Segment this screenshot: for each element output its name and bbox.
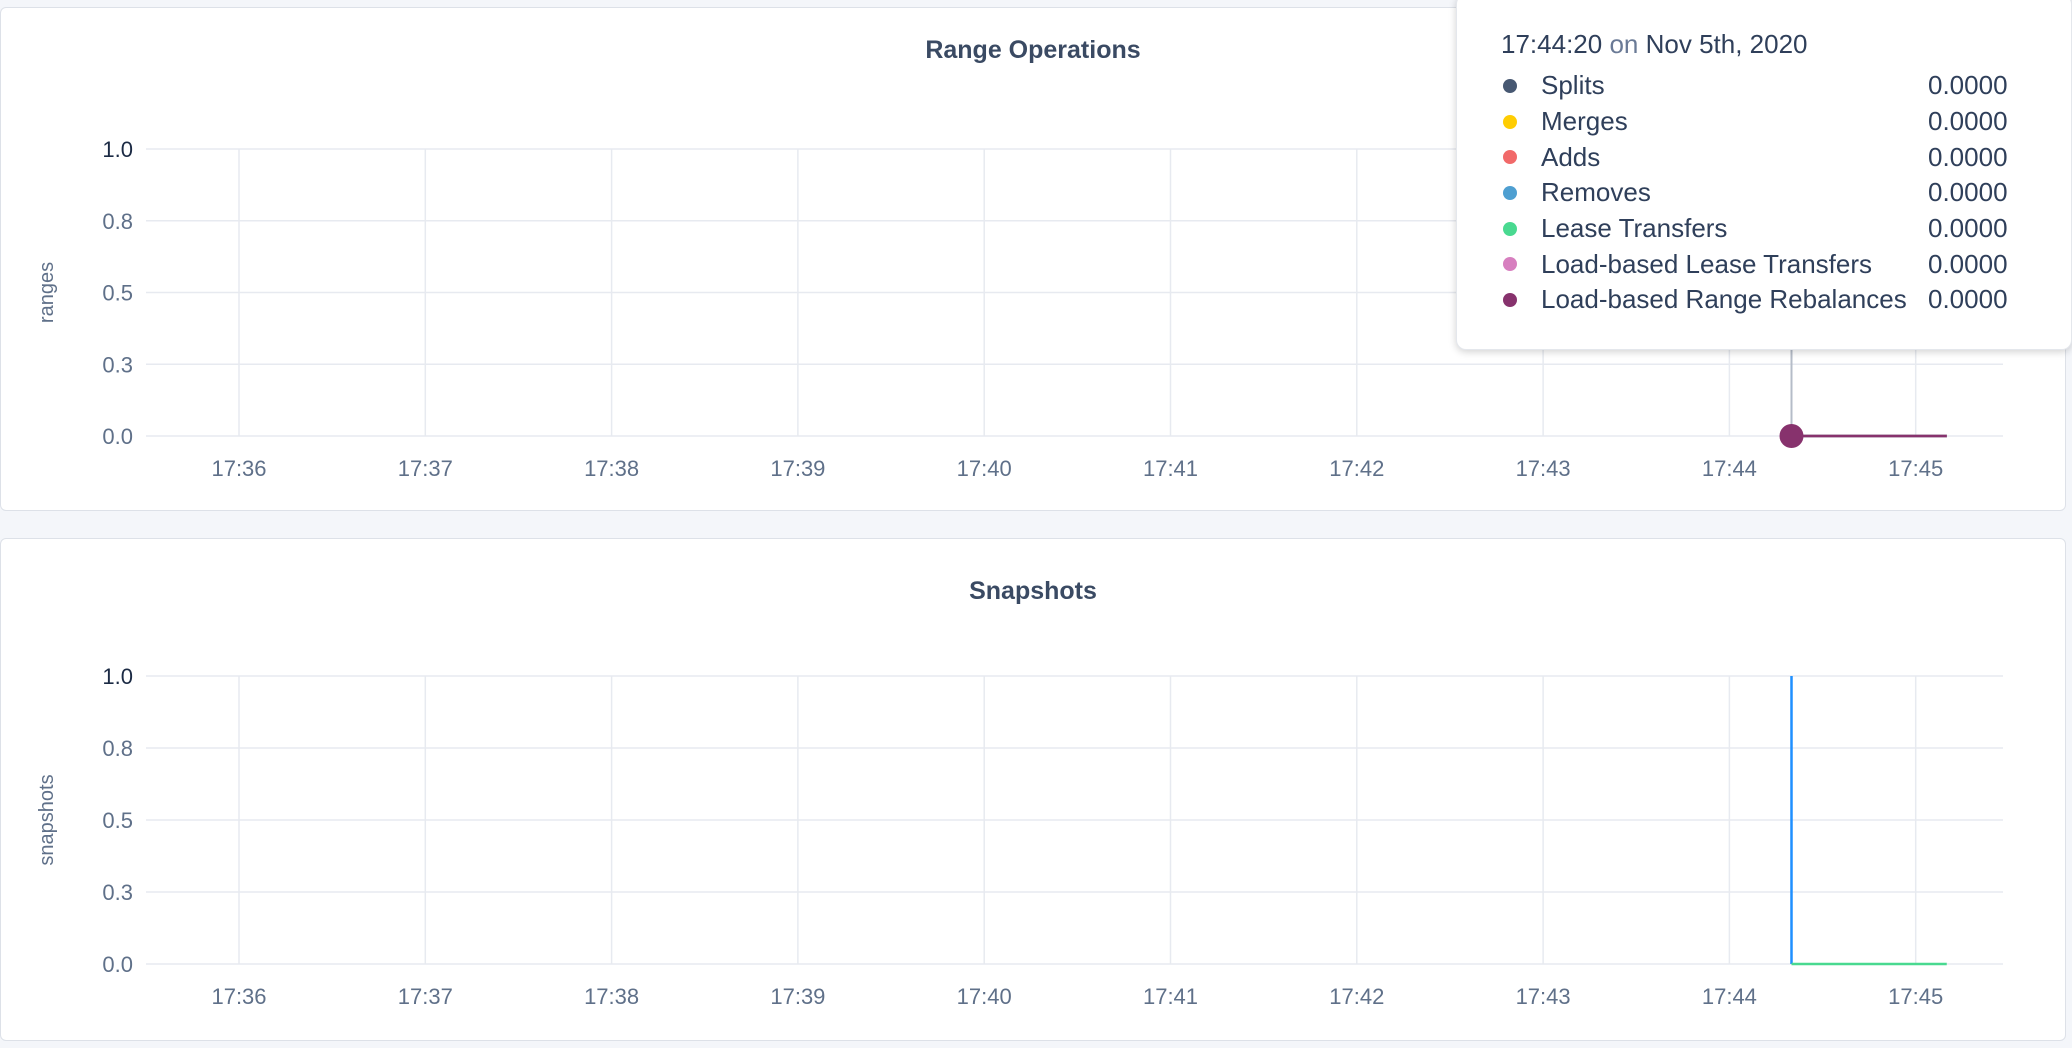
tooltip-row: Load-based Lease Transfers 0.0000 [1501,246,2071,282]
tooltip-series-name: Merges [1541,106,1628,137]
chart-title: Snapshots [969,577,1097,605]
tooltip-series-value: 0.0000 [1928,284,2008,315]
x-tick-label: 17:40 [957,984,1012,1009]
tooltip-row: Splits 0.0000 [1501,68,2071,104]
x-tick-label: 17:37 [398,984,453,1009]
y-axis-label: snapshots [36,774,58,865]
snapshots-chart[interactable]: 0.0 0.3 0.5 0.8 1.0 17:36 17:37 17:38 17:39 17:40… [1,539,2067,1042]
tooltip-series-name: Removes [1541,177,1651,208]
x-tick-label: 17:42 [1329,456,1384,481]
tooltip-on: on [1609,29,1639,59]
tooltip-series-name: Load-based Lease Transfers [1541,248,1872,279]
hover-point [1779,424,1804,448]
y-tick-label: 0.3 [102,880,133,905]
tooltip-row: Removes 0.0000 [1501,175,2071,211]
tooltip-series-name: Adds [1541,141,1601,172]
series-color-dot-icon [1503,292,1517,307]
x-tick-label: 17:36 [211,456,266,481]
tooltip-series-value: 0.0000 [1928,248,2008,279]
series-color-dot-icon [1503,257,1517,272]
x-tick-label: 17:43 [1516,456,1571,481]
y-tick-label: 0.5 [102,808,133,833]
x-tick-label: 17:41 [1143,984,1198,1009]
series-color-dot-icon [1503,150,1517,165]
x-tick-label: 17:36 [211,984,266,1009]
tooltip-series-name: Lease Transfers [1541,213,1728,244]
x-tick-label: 17:41 [1143,456,1198,481]
tooltip-series-value: 0.0000 [1928,141,2008,172]
x-tick-label: 17:38 [584,456,639,481]
chart-title: Range Operations [925,36,1141,64]
x-tick-label: 17:39 [770,456,825,481]
x-tick-label: 17:45 [1888,984,1943,1009]
x-tick-label: 17:44 [1702,984,1757,1009]
y-tick-label: 0.5 [102,281,133,306]
series-color-dot-icon [1503,185,1517,200]
x-tick-label: 17:43 [1516,984,1571,1009]
tooltip-header: 17:44:20 on Nov 5th, 2020 [1501,29,2071,60]
tooltip-row: Adds 0.0000 [1501,139,2071,175]
series-color-dot-icon [1503,78,1517,93]
y-tick-label: 0.8 [102,736,133,761]
snapshots-panel: Snapshots 0.0 0.3 0.5 0.8 1.0 17:36 17:37 17:38… [0,538,2066,1041]
y-axis-label: ranges [36,262,58,323]
tooltip-series-value: 0.0000 [1928,213,2008,244]
y-tick-label: 1.0 [102,664,133,689]
series-color-dot-icon [1503,221,1517,236]
x-tick-label: 17:38 [584,984,639,1009]
y-tick-label: 0.3 [102,352,133,377]
x-tick-label: 17:44 [1702,456,1757,481]
x-tick-label: 17:40 [957,456,1012,481]
y-tick-label: 1.0 [102,137,133,162]
y-tick-label: 0.0 [102,952,133,977]
tooltip-series-value: 0.0000 [1928,70,2008,101]
tooltip-row: Merges 0.0000 [1501,104,2071,140]
y-tick-label: 0.8 [102,209,133,234]
x-tick-label: 17:45 [1888,456,1943,481]
tooltip-series-name: Load-based Range Rebalances [1541,284,1907,315]
hover-tooltip: 17:44:20 on Nov 5th, 2020 Splits 0.0000 Me… [1456,0,2072,350]
tooltip-row: Load-based Range Rebalances 0.0000 [1501,282,2071,318]
tooltip-series-value: 0.0000 [1928,177,2008,208]
tooltip-series-value: 0.0000 [1928,106,2008,137]
tooltip-date: Nov 5th, 2020 [1645,29,1808,59]
x-tick-label: 17:42 [1329,984,1384,1009]
tooltip-time: 17:44:20 [1501,29,1603,59]
tooltip-row: Lease Transfers 0.0000 [1501,211,2071,247]
x-tick-label: 17:37 [398,456,453,481]
x-tick-label: 17:39 [770,984,825,1009]
tooltip-series-name: Splits [1541,70,1605,101]
y-tick-label: 0.0 [102,424,133,449]
series-color-dot-icon [1503,114,1517,129]
